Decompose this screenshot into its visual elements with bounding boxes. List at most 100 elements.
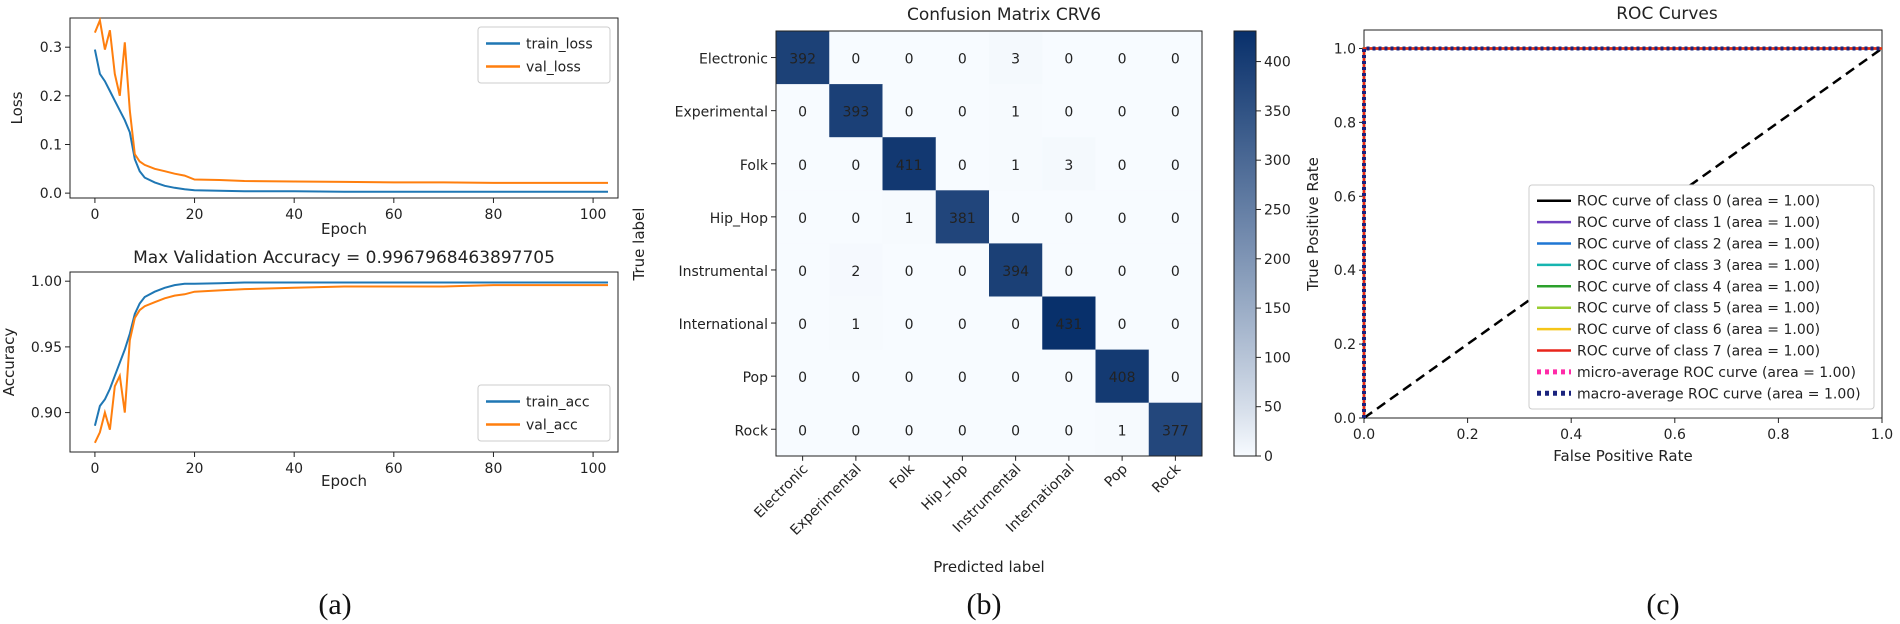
legend-box [1528,184,1875,410]
matrix-cell-value: 0 [1118,264,1127,280]
legend-label: ROC curve of class 0 (area = 1.00) [1577,194,1820,210]
x-tick-label: 80 [485,207,503,223]
matrix-cell-value: 0 [958,264,967,280]
y-tick-label: 0.6 [1334,189,1356,205]
matrix-cell [882,31,937,85]
x-tick-label: 100 [580,461,607,477]
x-tick-label: 100 [580,207,607,223]
x-tick-label: Rock [1149,461,1185,497]
x-tick-label: 80 [485,461,503,477]
colorbar-tick-label: 100 [1264,350,1291,366]
matrix-cell-value: 0 [1064,370,1073,386]
matrix-cell [882,190,937,244]
matrix-cell [989,137,1043,191]
legend-label: macro-average ROC curve (area = 1.00) [1577,386,1861,402]
matrix-cell [935,190,990,244]
y-tick-label: 0.90 [31,406,62,422]
matrix-cell [829,190,883,244]
y-tick-label: 0.95 [31,340,62,356]
y-tick-label: 0.4 [1334,263,1356,279]
matrix-cell-value: 0 [958,370,967,386]
matrix-cell-value: 0 [958,105,967,121]
matrix-cell [1148,349,1203,404]
caption-a: (a) [318,588,351,621]
y-tick-label: 0.8 [1334,115,1356,131]
x-tick-label: 0 [90,207,99,223]
y-tick-label: Electronic [699,52,768,68]
matrix-cell [1095,243,1150,297]
matrix-cell [1095,137,1150,191]
legend-box [477,384,611,442]
legend-label: ROC curve of class 5 (area = 1.00) [1577,301,1820,317]
roc-chart-ylabel: True Positive Rate [1304,157,1322,292]
matrix-cell [776,349,830,404]
matrix-cell-value: 0 [1118,52,1127,68]
legend-label: train_acc [526,395,590,411]
confusion-matrix: Confusion Matrix CRV6 392 0 0 0 3 0 0 00 393 0 0 1 0… [630,5,1291,576]
matrix-cell [935,137,990,191]
matrix-cell-value: 0 [851,211,860,227]
matrix-cell [882,84,937,138]
matrix-cell [1095,190,1150,244]
x-tick-label: 40 [285,461,303,477]
matrix-cell [776,137,830,191]
matrix-cell [935,296,990,351]
matrix-cell-value: 411 [896,158,923,174]
matrix-cell-value: 0 [1064,211,1073,227]
legend-label: val_acc [526,418,578,434]
matrix-cell [1042,243,1096,297]
legend-label: ROC curve of class 1 (area = 1.00) [1577,215,1820,231]
legend-label: val_loss [526,60,581,76]
matrix-cell [1042,296,1096,351]
matrix-cell-value: 1 [1118,423,1127,439]
matrix-cell-value: 0 [1171,158,1180,174]
matrix-cell [829,31,883,85]
loss-chart-xlabel: Epoch [321,220,367,238]
x-tick-label: 0.0 [1353,427,1375,443]
matrix-cell-value: 0 [798,423,807,439]
matrix-cell [1042,349,1096,404]
matrix-cell-value: 3 [1011,52,1020,68]
matrix-cell [1042,84,1096,138]
series-line-9 [1362,46,1882,418]
colorbar [1233,30,1257,457]
matrix-cell [1148,137,1203,191]
x-tick-label: Hip_Hop [919,461,972,514]
legend-label: ROC curve of class 7 (area = 1.00) [1577,344,1820,360]
caption-c: (c) [1646,588,1679,621]
matrix-cell [935,84,990,138]
y-tick-label: 0.2 [40,89,62,105]
matrix-cell [829,402,883,457]
matrix-cell [989,402,1043,457]
matrix-cell [1095,296,1150,351]
matrix-cell-value: 0 [851,423,860,439]
matrix-cell-value: 0 [798,317,807,333]
matrix-cell-value: 0 [1011,423,1020,439]
matrix-cell [1095,402,1150,457]
y-tick-label: International [679,317,768,333]
matrix-cell [1148,402,1203,457]
y-tick-label: 0.0 [1334,411,1356,427]
matrix-cell-value: 0 [1171,211,1180,227]
matrix-cell [989,243,1043,297]
matrix-cell-value: 0 [1171,317,1180,333]
roc-chart-xlabel: False Positive Rate [1553,447,1692,465]
y-tick-label: 1.00 [31,274,62,290]
matrix-cell-value: 0 [1064,52,1073,68]
matrix-cell-value: 0 [798,158,807,174]
colorbar-tick-label: 50 [1264,400,1282,416]
matrix-cell-value: 1 [1011,158,1020,174]
matrix-cell-value: 0 [958,52,967,68]
colorbar-tick-label: 200 [1264,252,1291,268]
matrix-cell-value: 0 [798,370,807,386]
matrix-cell-value: 0 [905,423,914,439]
matrix-cell-value: 0 [1171,105,1180,121]
x-tick-label: 0 [90,461,99,477]
matrix-cell [1095,31,1150,85]
colorbar-tick-label: 350 [1264,104,1291,120]
y-tick-label: 0.3 [40,40,62,56]
matrix-cell [1095,84,1150,138]
y-tick-label: 0.2 [1334,337,1356,353]
confusion-matrix-ylabel: True label [630,208,648,282]
